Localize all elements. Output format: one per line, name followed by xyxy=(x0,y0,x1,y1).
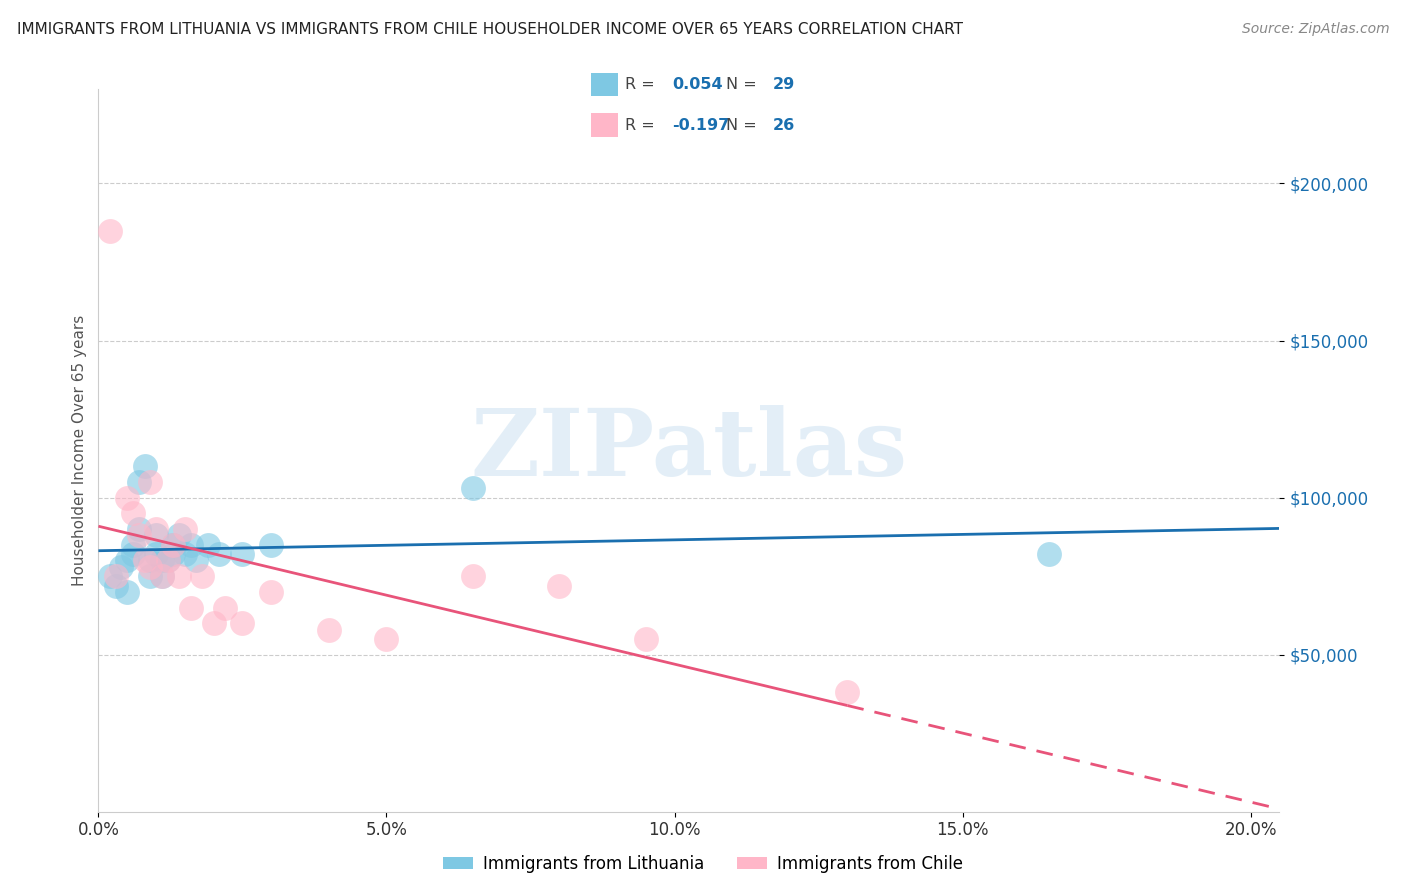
Point xyxy=(634,632,657,646)
Point xyxy=(180,538,202,552)
Point xyxy=(318,623,340,637)
Text: N =: N = xyxy=(725,77,762,92)
Point xyxy=(1038,547,1060,561)
Point xyxy=(260,584,283,599)
Point xyxy=(167,569,190,583)
Point xyxy=(260,538,283,552)
Point xyxy=(134,459,156,474)
Point xyxy=(98,223,121,237)
Point xyxy=(122,538,145,552)
Point xyxy=(162,547,184,561)
Point xyxy=(837,685,859,699)
Point xyxy=(162,538,184,552)
Text: IMMIGRANTS FROM LITHUANIA VS IMMIGRANTS FROM CHILE HOUSEHOLDER INCOME OVER 65 YE: IMMIGRANTS FROM LITHUANIA VS IMMIGRANTS … xyxy=(17,22,963,37)
Point xyxy=(150,569,173,583)
Point xyxy=(461,481,484,495)
Point xyxy=(122,506,145,520)
Point xyxy=(167,528,190,542)
Point xyxy=(186,553,208,567)
Point xyxy=(139,569,162,583)
Point xyxy=(150,553,173,567)
Point xyxy=(208,547,231,561)
Point xyxy=(139,475,162,489)
Point xyxy=(180,600,202,615)
Point xyxy=(156,553,179,567)
Point xyxy=(145,547,167,561)
Point xyxy=(197,538,219,552)
Point xyxy=(461,569,484,583)
Point xyxy=(150,569,173,583)
Text: ZIPatlas: ZIPatlas xyxy=(471,406,907,495)
Point xyxy=(110,559,132,574)
Text: R =: R = xyxy=(626,118,661,133)
Point xyxy=(115,491,138,505)
Text: 29: 29 xyxy=(773,77,796,92)
Point xyxy=(115,584,138,599)
Point xyxy=(139,559,162,574)
FancyBboxPatch shape xyxy=(591,72,619,96)
Text: 0.054: 0.054 xyxy=(672,77,723,92)
Point xyxy=(375,632,398,646)
FancyBboxPatch shape xyxy=(591,113,619,137)
Text: R =: R = xyxy=(626,77,661,92)
Y-axis label: Householder Income Over 65 years: Householder Income Over 65 years xyxy=(72,315,87,586)
Point xyxy=(145,528,167,542)
Point xyxy=(162,538,184,552)
Point xyxy=(115,553,138,567)
Point xyxy=(128,522,150,536)
Point xyxy=(128,475,150,489)
Point xyxy=(98,569,121,583)
Point xyxy=(548,578,571,592)
Text: 26: 26 xyxy=(773,118,796,133)
Point xyxy=(139,553,162,567)
Point xyxy=(128,528,150,542)
Point xyxy=(231,616,253,631)
Text: N =: N = xyxy=(725,118,762,133)
Text: Source: ZipAtlas.com: Source: ZipAtlas.com xyxy=(1241,22,1389,37)
Point xyxy=(134,553,156,567)
Point xyxy=(104,578,127,592)
Point xyxy=(173,522,195,536)
Point xyxy=(156,553,179,567)
Text: -0.197: -0.197 xyxy=(672,118,730,133)
Point xyxy=(145,522,167,536)
Point xyxy=(202,616,225,631)
Point xyxy=(104,569,127,583)
Legend: Immigrants from Lithuania, Immigrants from Chile: Immigrants from Lithuania, Immigrants fr… xyxy=(436,848,970,880)
Point xyxy=(214,600,236,615)
Point xyxy=(191,569,214,583)
Point xyxy=(173,547,195,561)
Point xyxy=(122,547,145,561)
Point xyxy=(231,547,253,561)
